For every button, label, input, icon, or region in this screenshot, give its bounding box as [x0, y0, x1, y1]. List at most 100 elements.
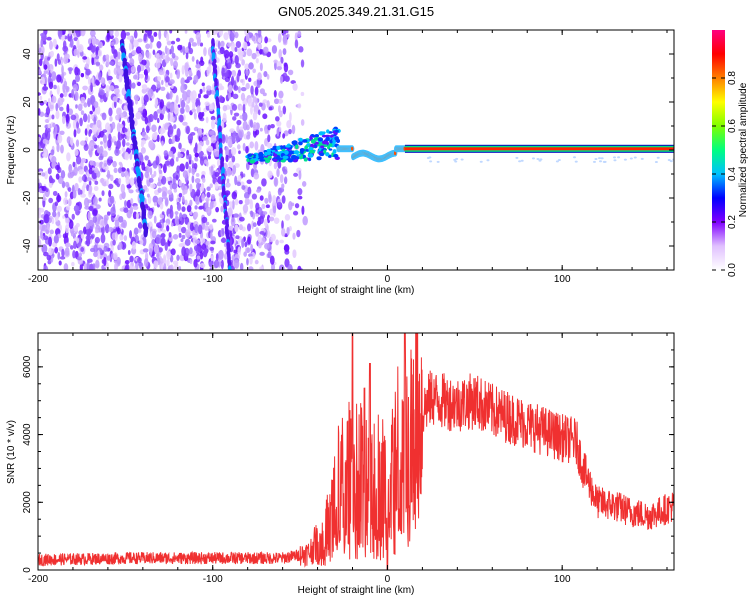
heatmap-cell — [48, 236, 52, 247]
heatmap-cell — [105, 85, 111, 94]
heatmap-cell — [269, 255, 275, 265]
heatmap-cell — [54, 201, 59, 207]
heatmap-cell — [141, 59, 147, 66]
heatmap-cell — [233, 259, 240, 269]
heatmap-cell — [147, 159, 151, 165]
heatmap-cell — [233, 112, 240, 117]
snr-series-line — [38, 333, 674, 570]
heatmap-cell — [75, 30, 81, 38]
heatmap-cell — [106, 139, 112, 149]
heatmap-cell — [118, 241, 123, 250]
heatmap-cell — [55, 110, 60, 120]
heatmap-cell — [196, 182, 201, 190]
heatmap-cell — [75, 74, 81, 83]
heatmap-cell — [252, 111, 258, 121]
heatmap-cell — [38, 69, 42, 75]
heatmap-cell — [180, 107, 185, 114]
heatmap-cell — [180, 77, 185, 86]
heatmap-cell — [176, 165, 180, 174]
heatmap-cell — [169, 30, 173, 34]
heatmap-cell — [106, 173, 112, 178]
heatmap-cell — [227, 207, 233, 217]
heatmap-cell — [117, 51, 121, 60]
heatmap-cell — [289, 112, 292, 122]
heatmap-cell — [99, 89, 105, 96]
heatmap-cell — [212, 177, 216, 184]
heatmap-cell — [151, 124, 157, 133]
heatmap-cell — [623, 158, 627, 161]
heatmap-cell — [214, 181, 219, 190]
heatmap-cell — [248, 77, 252, 83]
heatmap-cell — [259, 159, 264, 162]
heatmap-cell — [38, 58, 43, 67]
heatmap-cell — [180, 238, 184, 243]
heatmap-cell — [296, 154, 302, 157]
heatmap-cell — [181, 246, 187, 257]
heatmap-cell — [168, 231, 172, 238]
heatmap-cell — [271, 149, 276, 153]
heatmap-cell — [95, 259, 100, 269]
heatmap-cell — [56, 205, 62, 213]
heatmap-cell — [208, 223, 214, 230]
heatmap-cell — [255, 213, 259, 218]
heatmap-cell — [84, 205, 90, 210]
heatmap-cell — [62, 215, 66, 219]
heatmap-cell — [222, 112, 227, 123]
heatmap-cell — [130, 198, 134, 205]
heatmap-cell — [190, 160, 194, 165]
heatmap-cell — [189, 37, 194, 43]
heatmap-cell — [294, 39, 299, 49]
heatmap-cell — [54, 58, 58, 67]
heatmap-cell — [210, 255, 214, 262]
heatmap-cell — [242, 142, 246, 151]
heatmap-cell — [319, 152, 325, 157]
heatmap-cell — [166, 259, 170, 267]
heatmap-cell — [291, 140, 297, 145]
heatmap-cell — [129, 58, 135, 66]
heatmap-cell — [227, 138, 233, 147]
heatmap-cell — [298, 170, 302, 180]
heatmap-cell — [238, 150, 241, 155]
heatmap-cell — [82, 85, 89, 91]
heatmap-cell — [83, 102, 88, 108]
heatmap-cell — [266, 214, 271, 224]
heatmap-cell — [286, 33, 290, 38]
heatmap-cell — [167, 189, 173, 195]
heatmap-cell — [156, 40, 162, 49]
heatmap-cell — [282, 48, 287, 56]
heatmap-cell — [279, 239, 285, 244]
heatmap-cell — [139, 73, 144, 79]
heatmap-cell — [271, 44, 278, 54]
heatmap-cell — [78, 176, 83, 183]
heatmap-cell — [257, 234, 262, 244]
heatmap-cell — [264, 197, 269, 204]
heatmap-cell — [204, 101, 210, 107]
heatmap-cell — [90, 43, 96, 53]
heatmap-cell — [95, 204, 101, 210]
heatmap-cell — [178, 192, 183, 198]
heatmap-cell — [292, 210, 299, 216]
heatmap-cell — [195, 63, 201, 69]
heatmap-cell — [63, 80, 68, 88]
heatmap-cell — [259, 62, 263, 72]
heatmap-cell — [209, 183, 213, 188]
heatmap-cell — [266, 151, 272, 156]
heatmap-cell — [278, 264, 285, 270]
heatmap-cell — [82, 56, 88, 60]
heatmap-cell — [282, 155, 289, 160]
heatmap-cell — [232, 164, 237, 175]
heatmap-cell — [309, 135, 313, 139]
colorbar-tick-label: 0.2 — [727, 215, 738, 229]
heatmap-cell — [262, 211, 268, 215]
heatmap-cell — [80, 110, 85, 116]
heatmap-cell — [225, 134, 229, 144]
heatmap-cell — [219, 85, 225, 91]
heatmap-cell — [227, 30, 231, 36]
heatmap-cell — [50, 149, 55, 156]
heatmap-cell — [60, 170, 66, 179]
x-tick-label: -100 — [203, 274, 223, 285]
heatmap-cell — [654, 160, 658, 163]
y-tick-label: 2000 — [22, 491, 33, 514]
heatmap-cell — [97, 49, 103, 57]
heatmap-cell — [76, 127, 81, 134]
